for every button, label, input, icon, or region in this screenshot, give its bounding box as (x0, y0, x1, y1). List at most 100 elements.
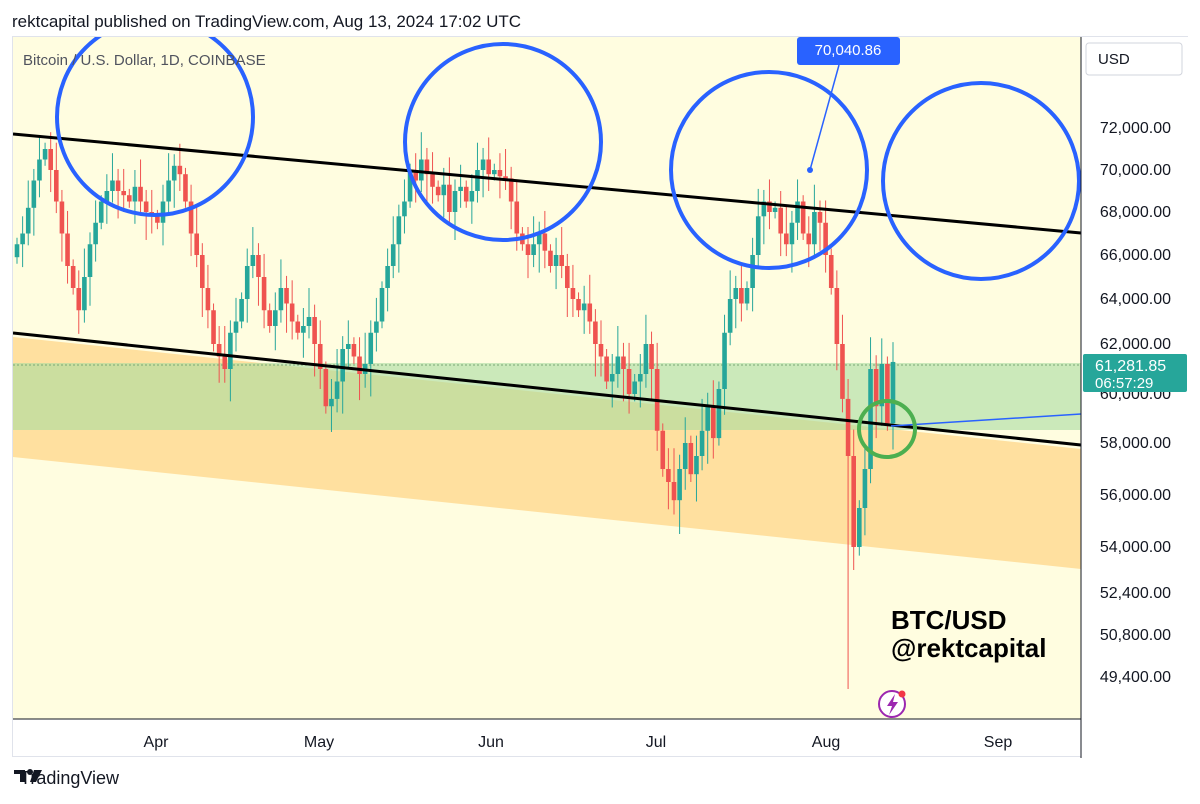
candle-body (536, 233, 542, 245)
price-chart[interactable]: 70,040.86 Bitcoin / U.S. Dollar, 1D, COI… (13, 37, 1189, 758)
candle-body (430, 174, 435, 187)
candle-body (357, 356, 362, 374)
symbol-label: Bitcoin / U.S. Dollar, 1D, COINBASE (23, 52, 266, 69)
candle-body (70, 266, 76, 288)
usd-button[interactable]: USD (1098, 51, 1130, 68)
candle-body (261, 277, 267, 311)
candle-body (171, 165, 177, 181)
channel-bottom-line (13, 331, 1081, 447)
tradingview-brand[interactable]: TradingView (20, 768, 120, 788)
candle-body (54, 170, 59, 202)
range-high-circle-1 (55, 37, 255, 217)
candle-body (228, 332, 233, 369)
candle-body (800, 201, 806, 234)
candle-body (323, 369, 329, 407)
candle-body (778, 207, 783, 234)
candle-body (475, 170, 480, 191)
candle-body (368, 332, 374, 364)
projection-line (890, 413, 1081, 427)
candle-body (301, 326, 306, 333)
lightning-icon[interactable] (878, 690, 906, 718)
candle-body (183, 174, 188, 202)
candle-body (593, 321, 598, 344)
candle-body (682, 443, 688, 469)
candle-body (486, 159, 491, 175)
candle-body (885, 364, 890, 424)
candle-body (14, 244, 20, 258)
candle-body (216, 344, 222, 357)
y-tick-label: 52,400.00 (1100, 585, 1171, 602)
y-tick-label: 68,000.00 (1100, 204, 1171, 221)
candle-body (817, 212, 823, 223)
y-tick-label: 50,800.00 (1100, 627, 1171, 644)
candle-body (166, 180, 171, 202)
candle-body (284, 288, 289, 304)
candle-body (570, 288, 576, 299)
candle-body (649, 344, 654, 369)
candle-body (722, 332, 727, 389)
range-high-circle-2 (403, 42, 603, 242)
y-tick-label: 58,000.00 (1100, 435, 1171, 452)
candles-layer (14, 132, 896, 689)
candle-body (739, 288, 744, 304)
candle-body (795, 201, 800, 223)
candle-body (37, 159, 42, 181)
candle-body (385, 266, 390, 288)
high-annotation-pointer (809, 64, 840, 171)
candle-body (890, 361, 896, 424)
retest-circle (857, 399, 917, 459)
watermark-line1: BTC/USD (891, 605, 1007, 635)
candle-body (514, 201, 520, 234)
candle-body (306, 317, 312, 326)
candle-body (576, 299, 581, 311)
candle-body (862, 469, 868, 508)
candle-body (531, 244, 536, 255)
candle-body (733, 288, 739, 299)
candle-body (346, 344, 351, 349)
candle-body (396, 216, 402, 245)
candle-body (761, 201, 767, 217)
x-tick-label: May (304, 734, 334, 751)
y-tick-label: 70,000.00 (1100, 162, 1171, 179)
candle-body (480, 159, 486, 170)
candle-body (840, 344, 845, 399)
candle-body (581, 303, 587, 311)
x-tick-label: Aug (812, 734, 840, 751)
usd-button-box (1085, 42, 1183, 76)
candle-body (138, 186, 143, 202)
candle-body (845, 398, 851, 456)
candle-body (828, 255, 834, 288)
candle-body (329, 398, 334, 407)
candle-body (132, 186, 138, 202)
candle-body (374, 321, 379, 333)
candle-body (716, 389, 722, 439)
candle-body (688, 443, 694, 475)
candle-body (31, 180, 37, 208)
candle-body (273, 310, 278, 326)
candle-body (424, 159, 430, 175)
candle-body (295, 321, 301, 333)
candle-body (447, 184, 452, 212)
candle-body (857, 508, 862, 547)
candle-body (812, 212, 817, 245)
candle-body (750, 255, 755, 288)
candle-body (609, 374, 615, 382)
candle-body (542, 233, 548, 251)
x-tick-label: Apr (144, 734, 170, 751)
candle-body (699, 430, 705, 456)
y-tick-label: 62,000.00 (1100, 336, 1171, 353)
chart-frame: 70,040.86 Bitcoin / U.S. Dollar, 1D, COI… (12, 36, 1189, 758)
watermark-line2: @rektcapital (891, 633, 1046, 663)
candle-body (806, 233, 812, 245)
candle-body (666, 469, 671, 482)
candle-body (587, 303, 593, 322)
candle-body (82, 277, 87, 311)
candle-body (508, 178, 514, 202)
candle-body (127, 195, 132, 202)
candle-body (435, 186, 441, 196)
candle-body (289, 303, 295, 322)
candle-body (334, 381, 340, 399)
candle-body (789, 222, 795, 245)
candle-body (727, 299, 733, 333)
candle-body (413, 170, 418, 181)
